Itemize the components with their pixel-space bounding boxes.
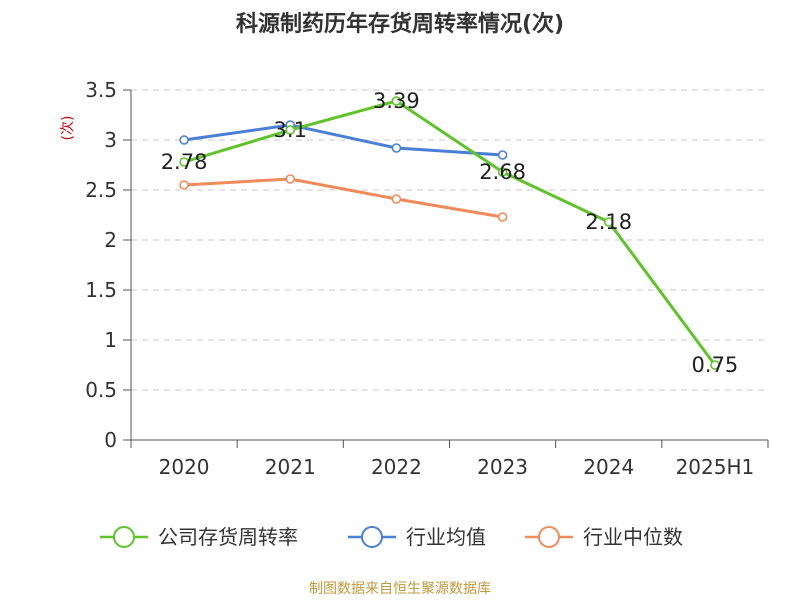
y-tick-label: 0: [104, 428, 117, 452]
y-tick-label: 2: [104, 228, 117, 252]
data-point: [710, 360, 720, 370]
data-point: [179, 157, 189, 167]
data-label: 0.75: [692, 353, 739, 377]
data-point: [179, 180, 189, 190]
y-tick-label: 3: [104, 128, 117, 152]
data-point: [497, 150, 508, 160]
y-tick-label: 3.5: [85, 78, 117, 102]
data-point: [179, 135, 189, 145]
legend: 公司存货周转率 行业均值 行业中位数: [100, 525, 683, 549]
series-lines: [179, 96, 720, 370]
y-tick-label: 0.5: [85, 378, 117, 402]
data-label: 2.78: [161, 150, 208, 174]
x-tick-label: 2021: [265, 455, 316, 479]
axes: 0 0.5 1 1.5 2 2.5 3 3.5 2020 2021 2022 2023 2024 2025…: [85, 78, 769, 479]
legend-item-0[interactable]: 公司存货周转率: [100, 525, 298, 549]
data-point: [497, 167, 508, 177]
data-point: [285, 125, 296, 135]
grid-lines: [131, 89, 768, 391]
x-tick-label: 2022: [371, 455, 422, 479]
data-label: 2.68: [479, 160, 526, 184]
data-label: 2.18: [585, 210, 632, 234]
series-line-2: [184, 177, 503, 219]
data-label: 3.39: [373, 89, 420, 113]
data-point: [391, 143, 402, 153]
data-point: [391, 194, 402, 204]
data-point: [391, 96, 402, 106]
legend-label: 行业中位数: [583, 525, 683, 549]
y-tick-label: 1.5: [85, 278, 117, 302]
data-label: 3.1: [274, 118, 307, 142]
data-point: [497, 212, 508, 222]
legend-item-2[interactable]: 行业中位数: [525, 525, 683, 549]
legend-marker-icon: [361, 526, 383, 548]
x-tick-label: 2024: [583, 455, 634, 479]
x-tick-label: 2023: [477, 455, 528, 479]
series-line-1: [183, 123, 503, 157]
legend-item-1[interactable]: 行业均值: [348, 525, 486, 549]
legend-marker-icon: [538, 526, 560, 548]
x-tick-label: 2025H1: [676, 455, 755, 479]
data-point: [603, 217, 614, 227]
series-line-0: [183, 99, 717, 366]
legend-label: 行业均值: [406, 525, 486, 549]
legend-marker-icon: [113, 526, 135, 548]
y-tick-label: 1: [104, 328, 117, 352]
data-labels: 2.78 3.1 3.39 2.68 2.18 0.75: [161, 89, 739, 377]
legend-label: 公司存货周转率: [158, 525, 298, 549]
y-axis-label: (次): [60, 116, 76, 141]
y-tick-label: 2.5: [85, 178, 117, 202]
x-tick-label: 2020: [159, 455, 210, 479]
data-point: [285, 174, 296, 184]
chart-title: 科源制药历年存货周转率情况(次): [235, 12, 565, 37]
source-note: 制图数据来自恒生聚源数据库: [309, 581, 491, 597]
